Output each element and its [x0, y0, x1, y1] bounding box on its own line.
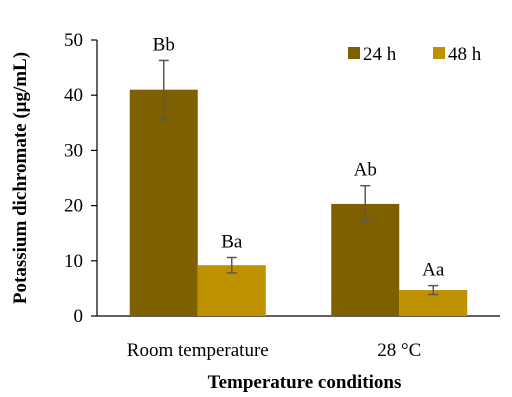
y-tick-label: 50 — [64, 30, 83, 51]
y-axis-title: Potassium dichromate (μg/mL) — [10, 52, 31, 304]
y-tick-label: 40 — [64, 85, 83, 106]
bar — [129, 89, 198, 317]
x-tick-label: Room temperature — [127, 340, 269, 361]
legend-label: 48 h — [448, 44, 482, 65]
x-axis-title: Temperature conditions — [208, 372, 402, 393]
legend: 24 h 48 h — [348, 44, 482, 65]
y-tick-label: 30 — [64, 140, 83, 161]
bars: Bb Ab Ba Aa — [129, 34, 468, 317]
legend-swatch — [348, 47, 360, 59]
legend-swatch — [433, 47, 445, 59]
category-labels: Room temperature 28 °C — [127, 340, 421, 361]
data-label: Ab — [354, 160, 377, 181]
legend-label: 24 h — [363, 44, 397, 65]
data-label: Bb — [153, 34, 175, 55]
y-tick-label: 20 — [64, 196, 83, 217]
y-tick-label: 0 — [74, 306, 84, 327]
y-tick-label: 10 — [64, 251, 83, 272]
y-ticks: 0 10 20 30 40 50 — [64, 30, 97, 327]
data-label: Ba — [221, 231, 243, 252]
data-label: Aa — [422, 260, 445, 281]
x-tick-label: 28 °C — [377, 340, 421, 361]
